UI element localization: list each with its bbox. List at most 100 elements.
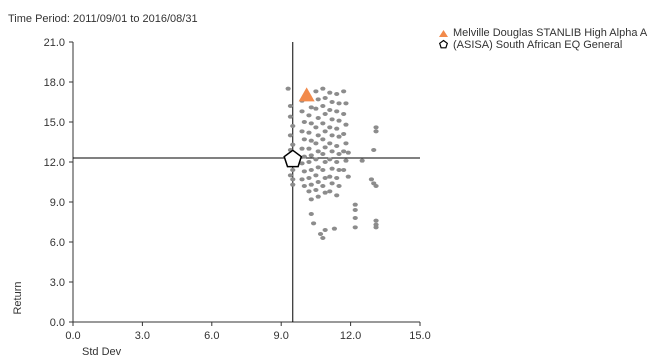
scatter-point xyxy=(290,142,296,147)
scatter-point xyxy=(301,120,307,124)
scatter-point xyxy=(308,121,314,126)
scatter-point xyxy=(315,165,321,170)
scatter-point xyxy=(336,134,342,139)
scatter-point xyxy=(315,97,321,102)
scatter-point xyxy=(290,168,296,172)
scatter-point xyxy=(315,180,321,184)
scatter-point xyxy=(373,184,379,188)
scatter-point xyxy=(313,89,319,94)
scatter-point xyxy=(343,141,349,146)
chart-subtitle: Time Period: 2011/09/01 to 2016/08/31 xyxy=(8,13,198,25)
scatter-point xyxy=(320,86,326,91)
y-axis-label: Return xyxy=(12,281,24,314)
scatter-point xyxy=(341,89,347,94)
scatter-point xyxy=(329,181,335,186)
legend-pentagon-icon xyxy=(439,39,448,49)
scatter-point xyxy=(313,125,319,130)
scatter-point xyxy=(334,160,340,164)
scatter-point xyxy=(306,189,312,194)
x-tick-label: 6.0 xyxy=(204,330,219,342)
scatter-point xyxy=(322,228,328,232)
legend-triangle-icon xyxy=(439,30,448,37)
y-tick-label: 0.0 xyxy=(50,317,65,329)
scatter-point xyxy=(327,108,333,112)
scatter-point xyxy=(345,150,351,155)
scatter-point xyxy=(322,160,328,164)
legend-label-category: (ASISA) South African EQ General xyxy=(453,39,622,51)
y-tick-label: 6.0 xyxy=(50,237,65,249)
scatter-point xyxy=(287,133,294,138)
x-tick-label: 3.0 xyxy=(135,330,150,342)
scatter-point xyxy=(334,92,340,96)
fund-triangle-point xyxy=(298,87,315,102)
x-axis-label: Std Dev xyxy=(82,346,122,358)
legend: Melville Douglas STANLIB High Alpha A (A… xyxy=(439,27,648,51)
scatter-point xyxy=(299,109,305,114)
scatter-point xyxy=(287,114,294,119)
category-pentagon-point xyxy=(283,149,303,168)
scatter-point xyxy=(336,168,342,172)
scatter-point xyxy=(313,106,319,111)
scatter-point xyxy=(306,113,312,118)
scatter-point xyxy=(345,174,351,179)
scatter-point xyxy=(308,168,314,172)
scatter-point xyxy=(310,221,317,226)
x-tick-label: 15.0 xyxy=(409,330,430,342)
scatter-point xyxy=(341,112,347,116)
scatter-point xyxy=(327,189,333,194)
scatter-point xyxy=(327,157,333,162)
scatter-point xyxy=(315,133,321,138)
x-tick-label: 9.0 xyxy=(274,330,289,342)
scatter-point xyxy=(320,137,326,142)
scatter-point xyxy=(334,193,340,198)
scatter-point xyxy=(343,101,349,106)
scatter-point xyxy=(373,225,379,230)
scatter-point xyxy=(320,168,326,172)
scatter-point xyxy=(290,177,296,182)
scatter-point xyxy=(301,137,307,142)
scatter-point xyxy=(322,112,328,116)
legend-item-fund: Melville Douglas STANLIB High Alpha A xyxy=(439,27,648,39)
scatter-point xyxy=(327,125,333,130)
scatter-point xyxy=(368,177,375,182)
scatter-point xyxy=(313,188,319,192)
scatter-point xyxy=(329,149,335,154)
x-tick-label: 0.0 xyxy=(65,330,80,342)
scatter-point xyxy=(290,124,296,128)
scatter-point xyxy=(308,153,314,158)
y-tick-label: 9.0 xyxy=(50,197,65,209)
scatter-point xyxy=(322,145,328,150)
scatter-point xyxy=(308,212,314,216)
scatter-point xyxy=(301,169,307,174)
scatter-point xyxy=(371,148,377,152)
scatter-point xyxy=(329,117,335,122)
scatter-point xyxy=(308,182,314,187)
scatter-point xyxy=(315,149,321,154)
scatter-point xyxy=(285,86,291,91)
scatter-point xyxy=(336,118,342,123)
scatter-point xyxy=(329,166,335,171)
scatter-point xyxy=(306,176,312,180)
scatter-point xyxy=(327,141,333,146)
scatter-point xyxy=(322,129,328,134)
scatter-point xyxy=(334,176,340,180)
plot-area: 0.0 3.0 6.0 9.0 12.0 15.0 18.0 21.0 0.0 3.0 6.0 9.0… xyxy=(44,37,431,342)
x-tick-label: 12.0 xyxy=(340,330,361,342)
scatter-point xyxy=(331,226,338,231)
scatter-point xyxy=(308,105,314,110)
scatter-point xyxy=(290,182,296,187)
scatter-point xyxy=(322,96,328,100)
scatter-point xyxy=(336,152,342,156)
scatter-point xyxy=(313,157,319,162)
y-tick-label: 15.0 xyxy=(44,117,65,129)
scatter-point xyxy=(320,236,326,240)
scatter-point xyxy=(373,218,379,223)
scatter-point xyxy=(322,176,328,180)
scatter-point xyxy=(287,104,294,108)
scatter-point xyxy=(352,225,358,230)
scatter-point xyxy=(334,109,340,114)
scatter-point xyxy=(352,208,358,212)
scatter-point xyxy=(320,184,326,188)
scatter-point xyxy=(352,216,358,220)
